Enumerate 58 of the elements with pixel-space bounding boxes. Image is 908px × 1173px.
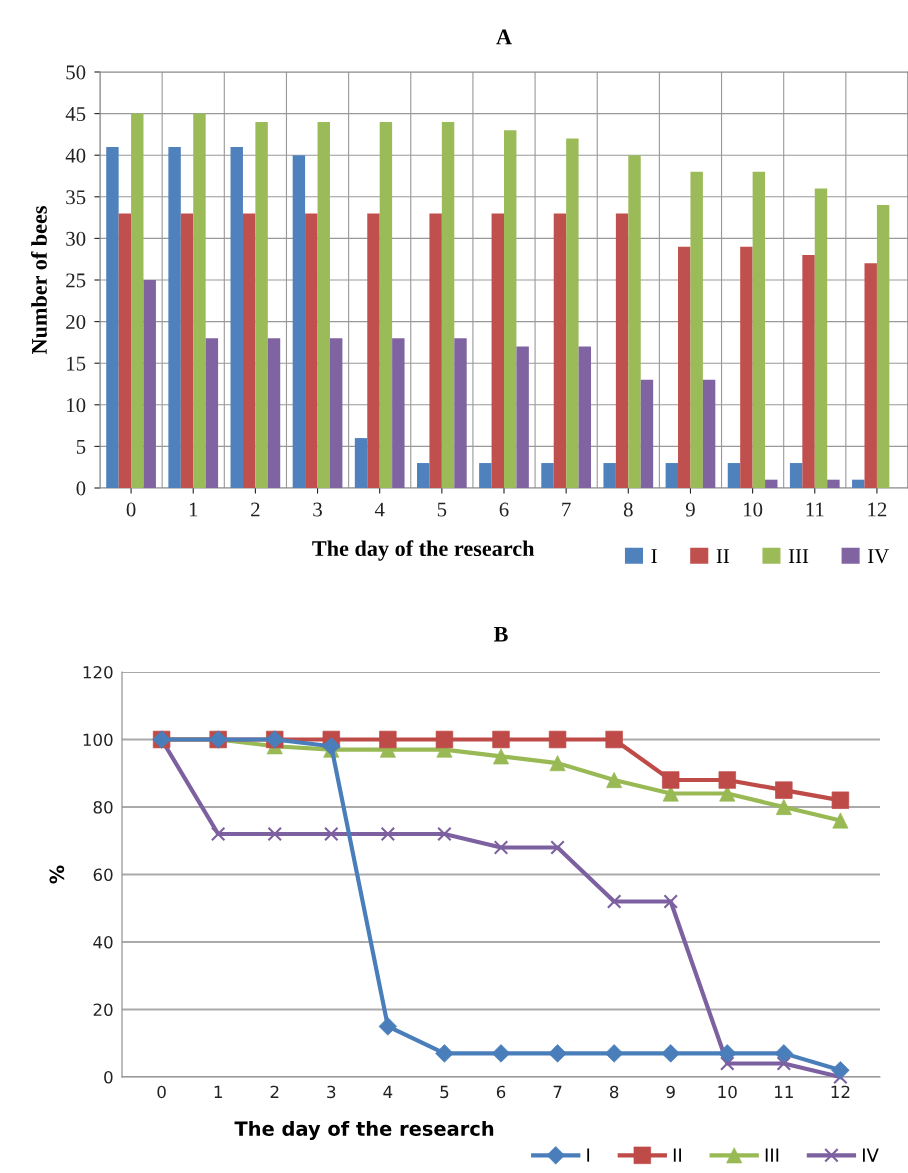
- x-tick-label: 6: [496, 1085, 506, 1099]
- y-tick-label: 80: [93, 800, 113, 814]
- x-axis-title: The day of the research: [312, 540, 535, 561]
- x-tick-label: 0: [157, 1085, 166, 1099]
- x-tick-label: 12: [868, 502, 887, 517]
- x-tick-label: 4: [374, 502, 385, 517]
- y-tick-label: 20: [66, 314, 86, 330]
- x-tick-label: 3: [327, 1085, 336, 1099]
- x-tick-label: 5: [437, 502, 447, 517]
- y-tick-label: 15: [67, 356, 86, 371]
- y-tick-label: 45: [65, 107, 86, 122]
- y-axis-title: %: [49, 865, 65, 884]
- x-tick-label: 8: [623, 502, 633, 517]
- x-tick-label: 2: [270, 1085, 279, 1098]
- x-tick-label: 7: [553, 1085, 562, 1098]
- legend-label: I: [651, 549, 657, 563]
- y-tick-label: 100: [83, 733, 113, 747]
- x-tick-label: 9: [666, 1085, 675, 1099]
- y-tick-label: 0: [104, 1070, 113, 1084]
- y-tick-label: 0: [76, 481, 86, 496]
- y-tick-label: 5: [76, 439, 86, 454]
- y-tick-label: 50: [66, 65, 86, 80]
- x-tick-label: 8: [609, 1085, 619, 1099]
- x-tick-label: 11: [806, 502, 824, 517]
- y-tick-label: 40: [93, 935, 113, 949]
- x-tick-label: 4: [383, 1085, 393, 1098]
- legend-label: III: [788, 549, 809, 563]
- chart-title: A: [496, 29, 512, 45]
- y-tick-label: 25: [66, 273, 86, 288]
- y-tick-label: 120: [83, 665, 113, 679]
- legend-label: I: [587, 1148, 590, 1162]
- chart-title: B: [493, 626, 508, 642]
- x-tick-label: 1: [214, 1085, 222, 1098]
- y-tick-label: 30: [66, 231, 86, 246]
- x-tick-label: 11: [775, 1085, 793, 1098]
- x-tick-label: 10: [744, 502, 763, 517]
- legend-label: III: [765, 1148, 779, 1162]
- legend-label: II: [673, 1148, 681, 1162]
- y-tick-label: 10: [67, 398, 86, 413]
- x-tick-label: 6: [499, 502, 509, 517]
- x-axis-title: The day of the research: [234, 1120, 494, 1140]
- x-tick-label: 10: [718, 1085, 737, 1099]
- legend-label: II: [716, 549, 730, 563]
- x-tick-label: 5: [440, 1085, 449, 1099]
- x-tick-label: 3: [313, 502, 322, 517]
- y-tick-label: 40: [65, 148, 86, 163]
- y-axis-title: Number of bees: [31, 206, 47, 355]
- x-tick-label: 7: [562, 502, 571, 517]
- y-tick-label: 35: [66, 190, 86, 205]
- x-tick-label: 12: [831, 1085, 850, 1098]
- y-tick-label: 60: [93, 868, 113, 882]
- x-tick-label: 0: [126, 502, 136, 517]
- x-tick-label: 1: [189, 502, 198, 517]
- x-tick-label: 9: [685, 502, 695, 517]
- legend-label: IV: [868, 549, 890, 564]
- y-tick-label: 20: [93, 1003, 113, 1017]
- x-tick-label: 2: [251, 502, 260, 517]
- legend-label: IV: [863, 1148, 879, 1162]
